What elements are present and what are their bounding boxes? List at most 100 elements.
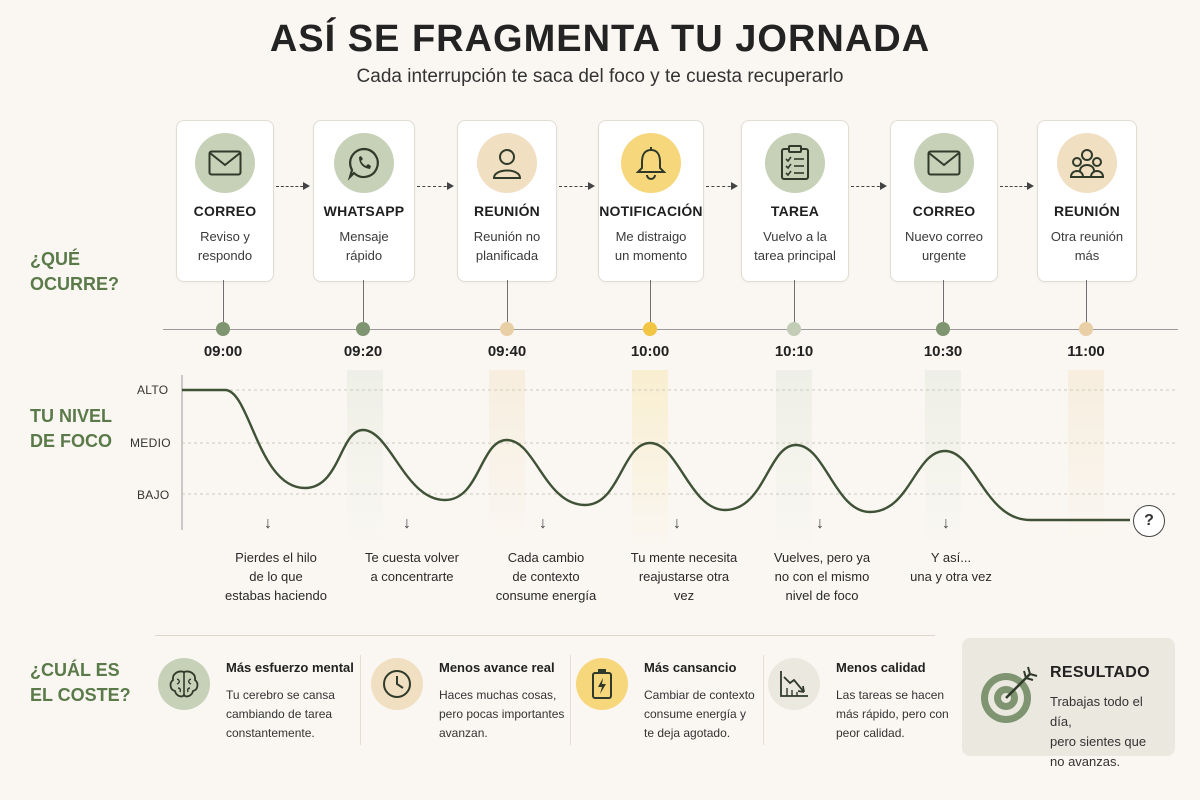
focus-note: Cada cambio de contexto consume energía xyxy=(495,550,597,603)
person-icon xyxy=(477,133,537,193)
cost-item-cansancio: Más cansancio Cambiar de contexto consume… xyxy=(576,655,771,750)
timeline-dot xyxy=(1079,322,1093,336)
event-desc: Me distraigo un momento xyxy=(614,229,688,263)
time-label: 09:40 xyxy=(487,343,527,360)
flow-arrow xyxy=(276,182,310,190)
page-subtitle: Cada interrupción te saca del foco y te … xyxy=(356,66,844,87)
battery-icon xyxy=(576,658,628,710)
cost-desc: Tu cerebro se cansa cambiando de tarea con… xyxy=(226,688,335,740)
flow-arrow xyxy=(559,182,595,190)
bell-icon xyxy=(621,133,681,193)
flow-arrow xyxy=(706,182,738,190)
event-card-tarea: TAREA Vuelvo a la tarea principal xyxy=(741,120,849,282)
target-icon xyxy=(978,664,1040,731)
group-icon xyxy=(1057,133,1117,193)
cost-item-avance: Menos avance real Haces muchas cosas, per… xyxy=(371,655,566,750)
event-title: REUNIÓN xyxy=(1054,203,1120,219)
focus-level-alto: ALTO xyxy=(137,383,169,397)
cost-title: Menos avance real xyxy=(439,660,555,675)
cost-title: Menos calidad xyxy=(836,660,926,675)
timeline-stem xyxy=(507,280,508,322)
down-arrow-icon: ↓ xyxy=(403,515,411,532)
cost-title: Más esfuerzo mental xyxy=(226,660,354,675)
cost-title: Más cansancio xyxy=(644,660,737,675)
time-label: 09:00 xyxy=(203,343,243,360)
cost-item-calidad: Menos calidad Las tareas se hacen más ráp… xyxy=(768,655,963,750)
result-title: RESULTADO xyxy=(1050,664,1150,681)
cost-desc: Las tareas se hacen más rápido, pero con p… xyxy=(836,688,949,740)
question-mark-circle: ? xyxy=(1133,505,1165,537)
interruption-band xyxy=(925,370,961,550)
down-arrow-icon: ↓ xyxy=(673,515,681,532)
down-arrow-icon: ↓ xyxy=(264,515,272,532)
flow-arrow xyxy=(417,182,454,190)
side-label-que-ocurre: ¿QUÉ OCURRE? xyxy=(30,249,119,294)
focus-note: Tu mente necesita reajustarse otra vez xyxy=(630,550,738,603)
time-label: 11:00 xyxy=(1067,343,1105,360)
timeline-dot xyxy=(643,322,657,336)
result-box: RESULTADO Trabajas todo el día, pero sien… xyxy=(962,638,1175,769)
timeline-dot xyxy=(787,322,801,336)
event-desc: Nuevo correo urgente xyxy=(904,229,984,263)
event-card-otra-reunion: REUNIÓN Otra reunión más xyxy=(1037,120,1137,282)
cost-item-esfuerzo: Más esfuerzo mental Tu cerebro se cansa c… xyxy=(158,655,354,750)
envelope-icon xyxy=(195,133,255,193)
event-title: TAREA xyxy=(770,203,820,219)
event-card-reunion: REUNIÓN Reunión no planificada xyxy=(457,120,557,282)
clipboard-icon xyxy=(765,133,825,193)
brain-icon xyxy=(158,658,210,710)
event-card-notificacion: NOTIFICACIÓN Me distraigo un momento xyxy=(598,120,704,282)
cost-separator xyxy=(570,655,571,745)
focus-curve xyxy=(182,388,1130,522)
time-label: 10:10 xyxy=(774,343,814,360)
down-arrow-icon: ↓ xyxy=(816,515,824,532)
interruption-band xyxy=(632,370,668,550)
event-desc: Mensaje rápido xyxy=(339,229,389,263)
event-title: REUNIÓN xyxy=(474,203,540,219)
timeline-stem xyxy=(363,280,364,322)
down-arrow-icon: ↓ xyxy=(942,515,950,532)
timeline-stem xyxy=(650,280,651,322)
event-title: CORREO xyxy=(193,203,257,219)
timeline-dot xyxy=(356,322,370,336)
focus-note: Te cuesta volver a concentrarte xyxy=(365,550,459,584)
timeline-dot xyxy=(500,322,514,336)
timeline-dot xyxy=(216,322,230,336)
cost-desc: Haces muchas cosas, pero pocas importante… xyxy=(439,688,565,740)
side-label-nivel-foco: TU NIVEL DE FOCO xyxy=(30,406,113,451)
event-card-correo: CORREO Reviso y respondo xyxy=(176,120,274,282)
cost-separator xyxy=(763,655,764,745)
focus-note: Pierdes el hilo de lo que estabas haciendo xyxy=(225,550,327,603)
event-desc: Vuelvo a la tarea principal xyxy=(754,229,836,263)
timeline-stem xyxy=(1086,280,1087,322)
section-divider xyxy=(155,635,935,636)
timeline-stem xyxy=(794,280,795,322)
envelope-icon xyxy=(914,133,974,193)
timeline-stem xyxy=(223,280,224,322)
timeline-dot xyxy=(936,322,950,336)
event-desc: Otra reunión más xyxy=(1050,229,1124,263)
cost-desc: Cambiar de contexto consume energía y te d… xyxy=(644,688,755,740)
whatsapp-icon xyxy=(334,133,394,193)
result-desc: Trabajas todo el día, pero sientes que no … xyxy=(1050,694,1147,769)
time-label: 10:30 xyxy=(923,343,963,360)
flow-arrow xyxy=(1000,182,1034,190)
focus-note: Y así... una y otra vez xyxy=(910,550,992,584)
interruption-band xyxy=(776,370,812,550)
side-label-coste: ¿CUÁL ES EL COSTE? xyxy=(30,660,131,705)
focus-note: Vuelves, pero ya no con el mismo nivel de … xyxy=(773,550,871,603)
timeline-stem xyxy=(943,280,944,322)
time-label: 10:00 xyxy=(630,343,670,360)
event-card-whatsapp: WHATSAPP Mensaje rápido xyxy=(313,120,415,282)
event-title: CORREO xyxy=(912,203,976,219)
interruption-band xyxy=(489,370,525,550)
timeline-axis xyxy=(163,329,1178,330)
event-title: NOTIFICACIÓN xyxy=(599,203,703,219)
event-title: WHATSAPP xyxy=(323,203,405,219)
focus-level-medio: MEDIO xyxy=(130,436,171,450)
clock-icon xyxy=(371,658,423,710)
interruption-band xyxy=(347,370,383,550)
page-title: ASÍ SE FRAGMENTA TU JORNADA xyxy=(269,18,931,60)
time-label: 09:20 xyxy=(343,343,383,360)
